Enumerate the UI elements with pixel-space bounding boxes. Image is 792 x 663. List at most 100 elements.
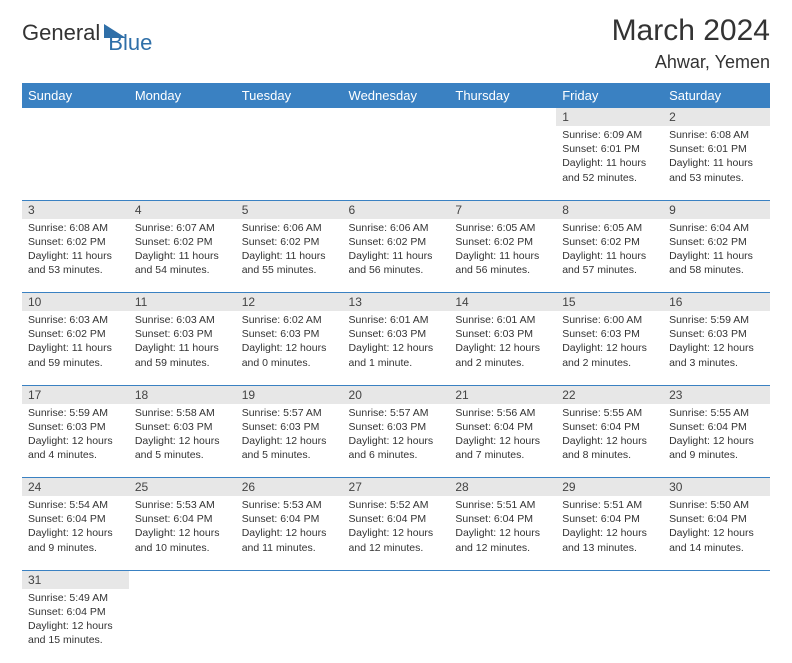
daynum-cell: 29: [556, 478, 663, 497]
sunset-text: Sunset: 6:04 PM: [669, 512, 764, 526]
daylight-text: Daylight: 11 hours: [28, 249, 123, 263]
sunrise-text: Sunrise: 6:01 AM: [349, 313, 444, 327]
day-cell: [449, 126, 556, 200]
sunrise-text: Sunrise: 6:06 AM: [349, 221, 444, 235]
daylight-text: and 5 minutes.: [135, 448, 230, 462]
sunset-text: Sunset: 6:01 PM: [562, 142, 657, 156]
logo-text-blue: Blue: [108, 30, 152, 56]
day-content: Sunrise: 5:54 AMSunset: 6:04 PMDaylight:…: [22, 496, 129, 559]
daylight-text: and 9 minutes.: [669, 448, 764, 462]
sunset-text: Sunset: 6:01 PM: [669, 142, 764, 156]
day-number: 23: [663, 386, 770, 404]
sunrise-text: Sunrise: 5:49 AM: [28, 591, 123, 605]
day-content: Sunrise: 6:03 AMSunset: 6:03 PMDaylight:…: [129, 311, 236, 374]
day-content: Sunrise: 6:06 AMSunset: 6:02 PMDaylight:…: [343, 219, 450, 282]
daylight-text: and 7 minutes.: [455, 448, 550, 462]
daylight-text: and 54 minutes.: [135, 263, 230, 277]
daylight-text: Daylight: 12 hours: [28, 434, 123, 448]
daylight-text: Daylight: 12 hours: [28, 526, 123, 540]
sunset-text: Sunset: 6:02 PM: [349, 235, 444, 249]
day-content: Sunrise: 6:03 AMSunset: 6:02 PMDaylight:…: [22, 311, 129, 374]
sunrise-text: Sunrise: 6:03 AM: [135, 313, 230, 327]
day-cell: Sunrise: 6:06 AMSunset: 6:02 PMDaylight:…: [236, 219, 343, 293]
daylight-text: and 11 minutes.: [242, 541, 337, 555]
daynum-cell: 14: [449, 293, 556, 312]
day-number: 7: [449, 201, 556, 219]
day-number: 30: [663, 478, 770, 496]
daynum-cell: [449, 108, 556, 126]
sunrise-text: Sunrise: 6:01 AM: [455, 313, 550, 327]
sunrise-text: Sunrise: 5:57 AM: [242, 406, 337, 420]
sunrise-text: Sunrise: 5:50 AM: [669, 498, 764, 512]
daylight-text: Daylight: 12 hours: [242, 434, 337, 448]
daylight-text: Daylight: 11 hours: [242, 249, 337, 263]
day-cell: Sunrise: 6:05 AMSunset: 6:02 PMDaylight:…: [556, 219, 663, 293]
daylight-text: Daylight: 12 hours: [242, 341, 337, 355]
day-number: 31: [22, 571, 129, 589]
logo-text-general: General: [22, 20, 100, 46]
daynum-row: 17181920212223: [22, 385, 770, 404]
day-content: Sunrise: 6:01 AMSunset: 6:03 PMDaylight:…: [449, 311, 556, 374]
daylight-text: and 58 minutes.: [669, 263, 764, 277]
day-cell: Sunrise: 5:49 AMSunset: 6:04 PMDaylight:…: [22, 589, 129, 663]
weekday-header: Sunday: [22, 83, 129, 108]
day-content: Sunrise: 6:06 AMSunset: 6:02 PMDaylight:…: [236, 219, 343, 282]
daylight-text: Daylight: 12 hours: [135, 526, 230, 540]
daylight-text: and 5 minutes.: [242, 448, 337, 462]
day-cell: Sunrise: 6:09 AMSunset: 6:01 PMDaylight:…: [556, 126, 663, 200]
daynum-cell: 12: [236, 293, 343, 312]
day-number: 13: [343, 293, 450, 311]
day-number: 29: [556, 478, 663, 496]
day-cell: [236, 589, 343, 663]
day-cell: Sunrise: 5:56 AMSunset: 6:04 PMDaylight:…: [449, 404, 556, 478]
day-content: Sunrise: 5:53 AMSunset: 6:04 PMDaylight:…: [236, 496, 343, 559]
day-content: Sunrise: 5:50 AMSunset: 6:04 PMDaylight:…: [663, 496, 770, 559]
daylight-text: and 8 minutes.: [562, 448, 657, 462]
sunset-text: Sunset: 6:02 PM: [455, 235, 550, 249]
daylight-text: and 4 minutes.: [28, 448, 123, 462]
sunrise-text: Sunrise: 5:54 AM: [28, 498, 123, 512]
daylight-text: and 56 minutes.: [349, 263, 444, 277]
sunset-text: Sunset: 6:04 PM: [562, 420, 657, 434]
day-cell: Sunrise: 5:54 AMSunset: 6:04 PMDaylight:…: [22, 496, 129, 570]
daylight-text: and 55 minutes.: [242, 263, 337, 277]
sunset-text: Sunset: 6:03 PM: [242, 327, 337, 341]
sunset-text: Sunset: 6:02 PM: [669, 235, 764, 249]
day-cell: Sunrise: 5:58 AMSunset: 6:03 PMDaylight:…: [129, 404, 236, 478]
day-cell: Sunrise: 6:04 AMSunset: 6:02 PMDaylight:…: [663, 219, 770, 293]
daylight-text: and 56 minutes.: [455, 263, 550, 277]
daylight-text: Daylight: 12 hours: [669, 526, 764, 540]
daylight-text: Daylight: 11 hours: [349, 249, 444, 263]
sunrise-text: Sunrise: 6:07 AM: [135, 221, 230, 235]
day-cell: Sunrise: 6:07 AMSunset: 6:02 PMDaylight:…: [129, 219, 236, 293]
daylight-text: and 53 minutes.: [669, 171, 764, 185]
sunrise-text: Sunrise: 6:05 AM: [455, 221, 550, 235]
daylight-text: Daylight: 12 hours: [562, 526, 657, 540]
day-content: Sunrise: 5:53 AMSunset: 6:04 PMDaylight:…: [129, 496, 236, 559]
sunset-text: Sunset: 6:02 PM: [28, 235, 123, 249]
sunset-text: Sunset: 6:03 PM: [242, 420, 337, 434]
daylight-text: Daylight: 12 hours: [135, 434, 230, 448]
daylight-text: Daylight: 11 hours: [562, 249, 657, 263]
day-content: Sunrise: 6:09 AMSunset: 6:01 PMDaylight:…: [556, 126, 663, 189]
sunset-text: Sunset: 6:02 PM: [135, 235, 230, 249]
daylight-text: and 59 minutes.: [135, 356, 230, 370]
day-content: Sunrise: 5:55 AMSunset: 6:04 PMDaylight:…: [556, 404, 663, 467]
day-cell: Sunrise: 5:57 AMSunset: 6:03 PMDaylight:…: [236, 404, 343, 478]
day-content: Sunrise: 5:49 AMSunset: 6:04 PMDaylight:…: [22, 589, 129, 652]
sunrise-text: Sunrise: 5:52 AM: [349, 498, 444, 512]
day-cell: Sunrise: 5:51 AMSunset: 6:04 PMDaylight:…: [449, 496, 556, 570]
daynum-cell: 23: [663, 385, 770, 404]
day-content: Sunrise: 5:55 AMSunset: 6:04 PMDaylight:…: [663, 404, 770, 467]
daynum-cell: [236, 108, 343, 126]
daynum-cell: 30: [663, 478, 770, 497]
day-cell: Sunrise: 6:02 AMSunset: 6:03 PMDaylight:…: [236, 311, 343, 385]
sunset-text: Sunset: 6:02 PM: [28, 327, 123, 341]
daylight-text: Daylight: 12 hours: [455, 434, 550, 448]
sunrise-text: Sunrise: 6:08 AM: [28, 221, 123, 235]
daynum-cell: 19: [236, 385, 343, 404]
daylight-text: Daylight: 12 hours: [455, 526, 550, 540]
location: Ahwar, Yemen: [612, 52, 770, 73]
weekday-header: Wednesday: [343, 83, 450, 108]
day-content: Sunrise: 5:56 AMSunset: 6:04 PMDaylight:…: [449, 404, 556, 467]
